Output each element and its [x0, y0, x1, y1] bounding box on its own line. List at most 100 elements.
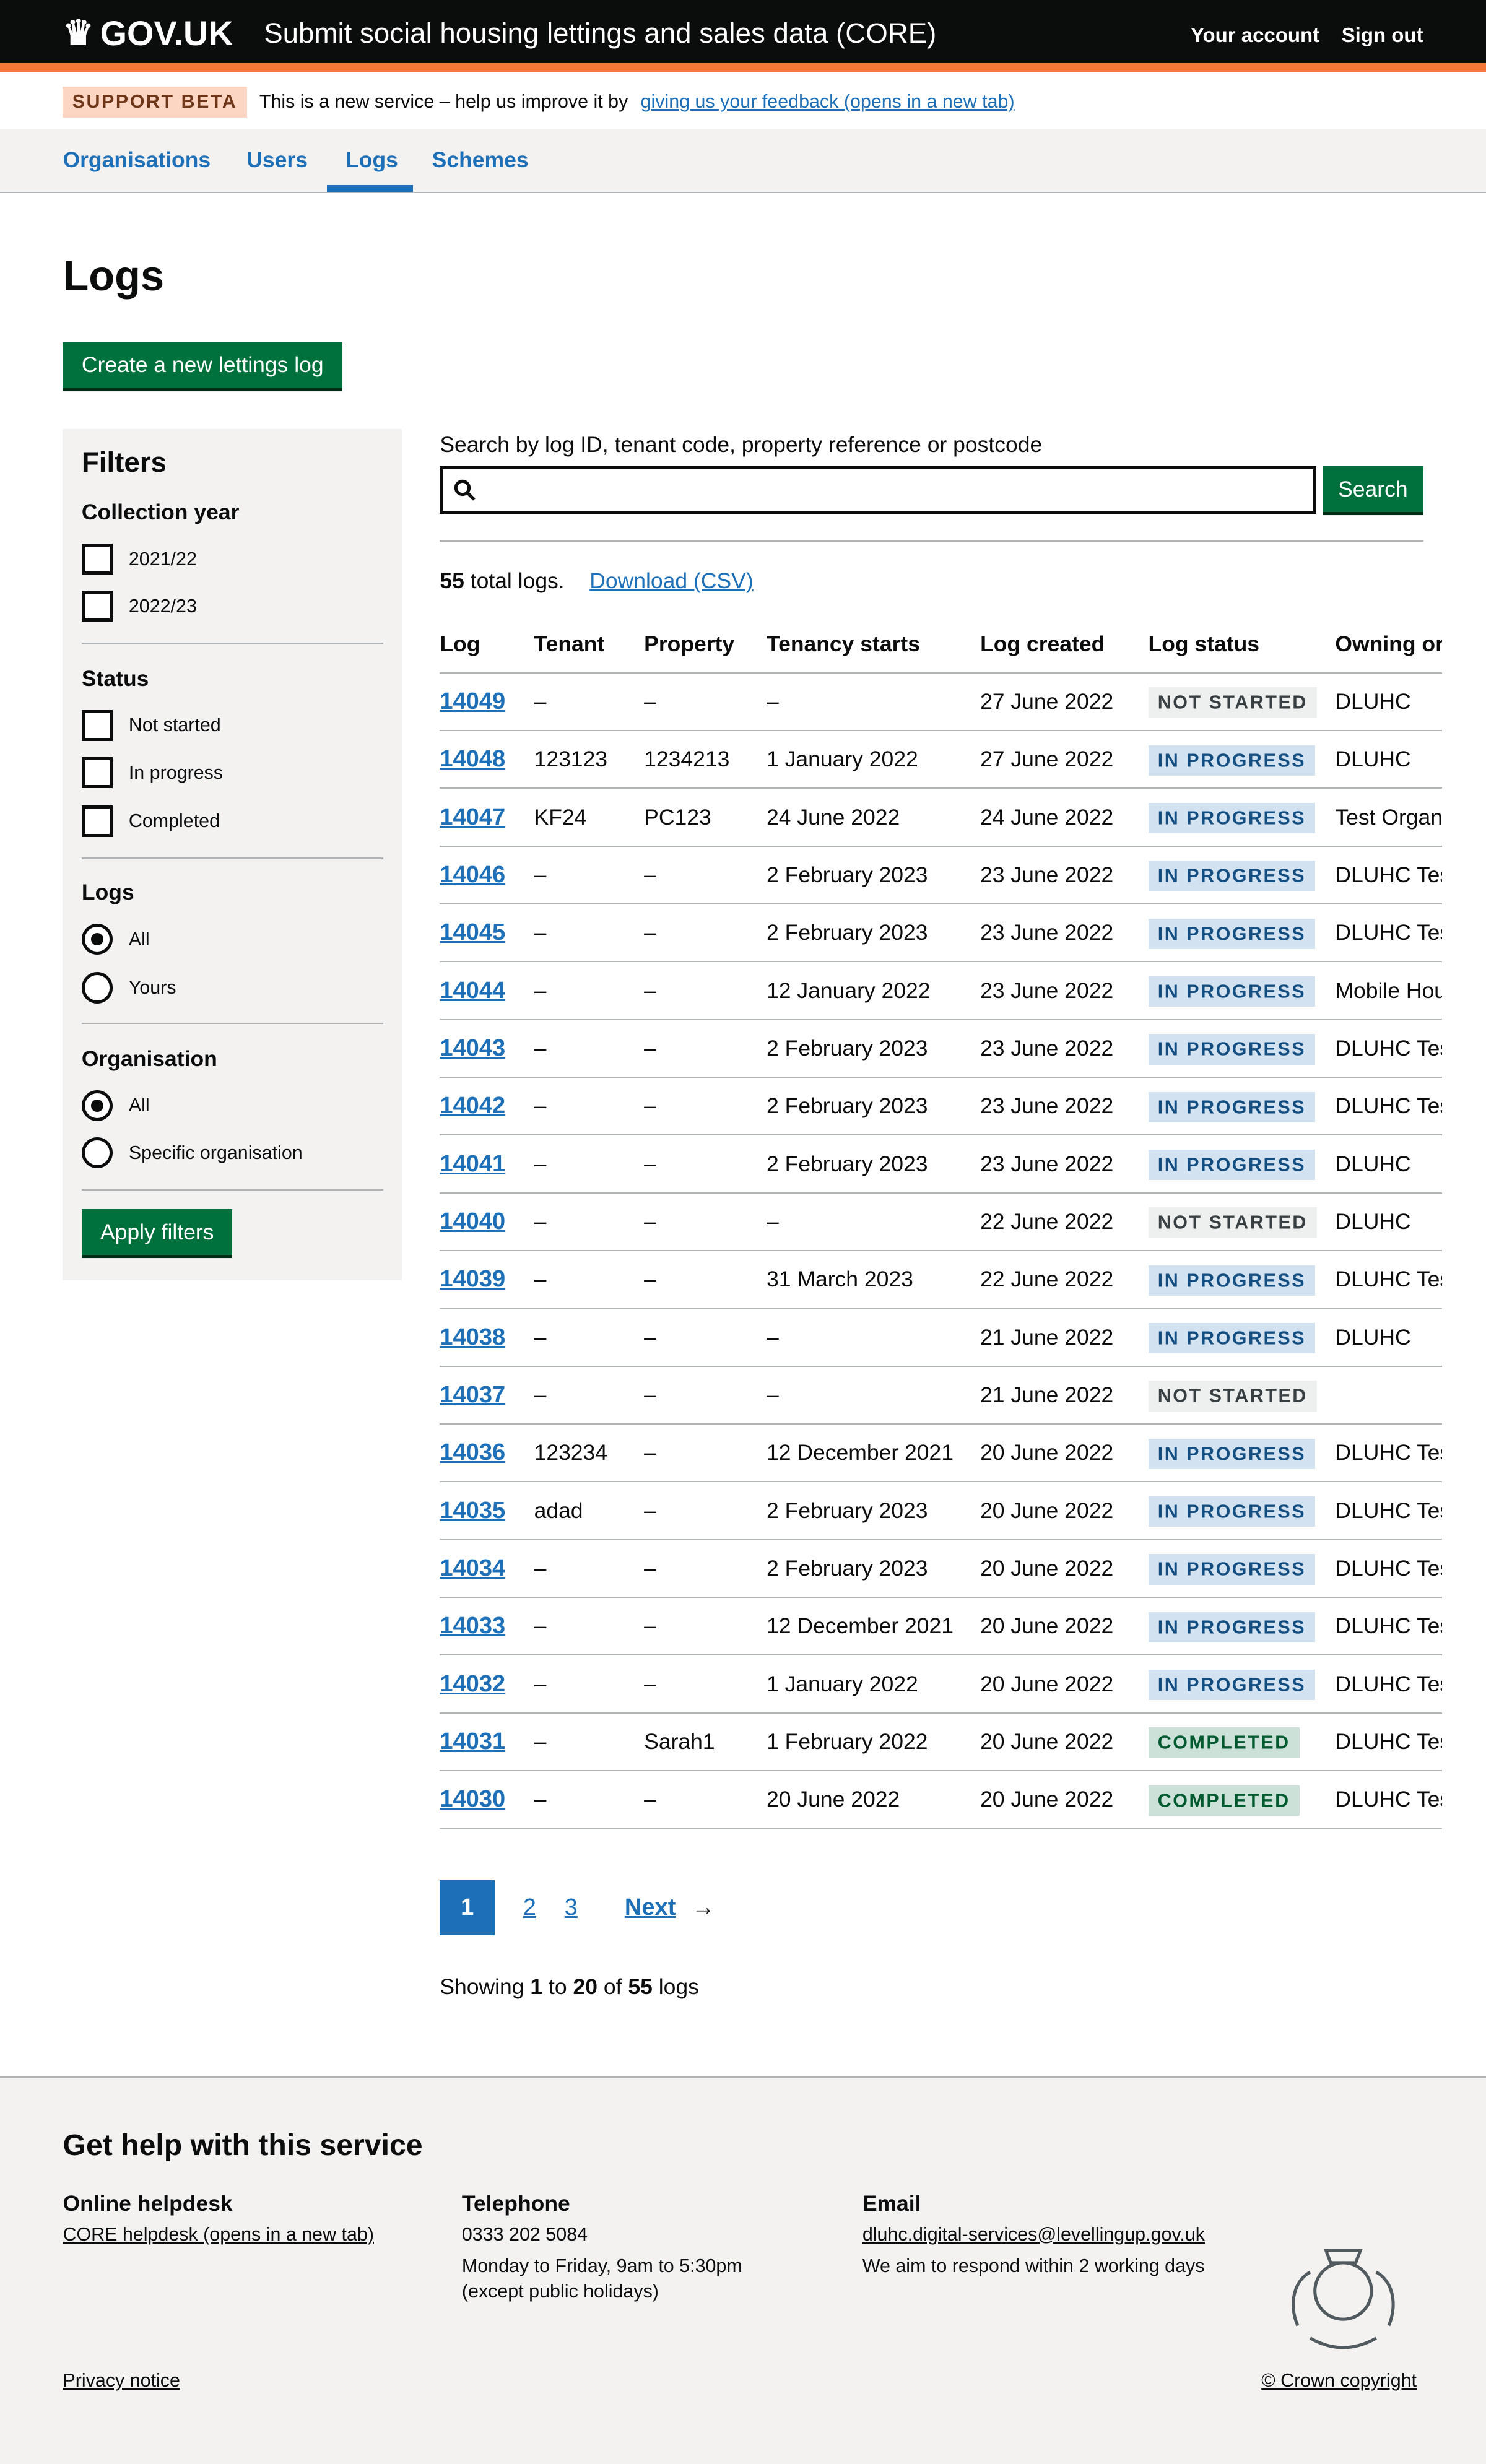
table-cell: –	[534, 1597, 645, 1656]
crown-copyright-link[interactable]: © Crown copyright	[1261, 2369, 1417, 2391]
log-id-link[interactable]: 14038	[440, 1324, 506, 1350]
service-name[interactable]: Submit social housing lettings and sales…	[264, 17, 937, 49]
table-cell: 14043	[440, 1019, 534, 1078]
table-cell: DLUHC Tes	[1335, 1251, 1442, 1309]
table-cell: 23 June 2022	[980, 961, 1149, 1020]
page-3-link[interactable]: 3	[564, 1894, 578, 1920]
page-1-current[interactable]: 1	[440, 1880, 495, 1935]
status-badge: IN PROGRESS	[1148, 803, 1316, 834]
privacy-notice-link[interactable]: Privacy notice	[63, 2369, 180, 2391]
search-input[interactable]	[440, 466, 1316, 514]
organisation-label: Organisation	[81, 1046, 217, 1071]
header: ♛ GOV.UK Submit social housing lettings …	[0, 0, 1486, 63]
table-cell: 21 June 2022	[980, 1366, 1149, 1425]
log-id-link[interactable]: 14036	[440, 1439, 506, 1466]
create-lettings-log-button[interactable]: Create a new lettings log	[63, 342, 343, 388]
table-cell: 14040	[440, 1192, 534, 1252]
table-cell: IN PROGRESS	[1148, 1424, 1336, 1483]
radio-logs-yours[interactable]: Yours	[81, 972, 176, 1004]
log-id-link[interactable]: 14034	[440, 1555, 506, 1581]
checkbox-completed[interactable]: Completed	[81, 805, 220, 838]
table-row: 14037– – –21 June 2022 NOT STARTED	[440, 1366, 1442, 1425]
helpdesk-link[interactable]: CORE helpdesk (opens in a new tab)	[63, 2224, 374, 2245]
table-cell: –	[644, 1135, 767, 1194]
table-cell: –	[534, 1655, 645, 1714]
search-button[interactable]: Search	[1323, 466, 1423, 513]
table-cell: NOT STARTED	[1148, 1366, 1336, 1425]
checkbox-2021-22[interactable]: 2021/22	[81, 543, 197, 575]
nav-schemes[interactable]: Schemes	[432, 147, 529, 173]
email-link[interactable]: dluhc.digital-services@levellingup.gov.u…	[862, 2224, 1205, 2245]
log-id-link[interactable]: 14030	[440, 1786, 506, 1813]
table-cell: 23 June 2022	[980, 846, 1149, 905]
log-id-link[interactable]: 14033	[440, 1613, 506, 1639]
table-cell: 123234	[534, 1424, 645, 1483]
log-id-link[interactable]: 14046	[440, 861, 506, 888]
govuk-logo[interactable]: ♛ GOV.UK	[63, 13, 233, 53]
status-badge: IN PROGRESS	[1148, 1669, 1316, 1701]
table-cell: 2 February 2023	[767, 1481, 981, 1540]
status-badge: IN PROGRESS	[1148, 1554, 1316, 1585]
log-id-link[interactable]: 14031	[440, 1728, 506, 1755]
status-badge: IN PROGRESS	[1148, 918, 1316, 949]
column-header: Tenancy starts	[767, 615, 981, 674]
log-id-link[interactable]: 14045	[440, 919, 506, 946]
banner-text: This is a new service – help us improve …	[259, 91, 628, 113]
log-id-link[interactable]: 14042	[440, 1093, 506, 1119]
feedback-link[interactable]: giving us your feedback (opens in a new …	[640, 91, 1015, 113]
log-id-link[interactable]: 14041	[440, 1150, 506, 1177]
telephone-section: Telephone 0333 202 5084 Monday to Friday, …	[461, 2190, 742, 2302]
checkbox-2022-23[interactable]: 2022/23	[81, 590, 197, 622]
email-section: Email dluhc.digital-services@levellingup.…	[862, 2190, 1205, 2277]
nav-organisations[interactable]: Organisations	[63, 147, 211, 173]
checkbox-not-started[interactable]: Not started	[81, 709, 221, 742]
table-cell: DLUHC Tes	[1335, 1597, 1442, 1656]
table-cell: –	[767, 1366, 981, 1425]
your-account-link[interactable]: Your account	[1190, 24, 1320, 47]
log-id-link[interactable]: 14049	[440, 688, 506, 714]
log-id-link[interactable]: 14048	[440, 746, 506, 773]
radio-org-specific[interactable]: Specific organisation	[81, 1137, 303, 1169]
table-cell: IN PROGRESS	[1148, 1539, 1336, 1599]
download-csv-link[interactable]: Download (CSV)	[589, 568, 754, 594]
log-id-link[interactable]: 14037	[440, 1381, 506, 1408]
log-id-link[interactable]: 14039	[440, 1266, 506, 1293]
log-id-link[interactable]: 14035	[440, 1497, 506, 1524]
status-badge: IN PROGRESS	[1148, 1265, 1316, 1296]
radio-org-all[interactable]: All	[81, 1090, 150, 1122]
table-cell: –	[534, 672, 645, 732]
nav-logs[interactable]: Logs	[345, 147, 398, 173]
table-row: 14040– – –22 June 2022 NOT STARTED DLUHC	[440, 1192, 1442, 1252]
page-2-link[interactable]: 2	[523, 1894, 536, 1920]
status-badge: NOT STARTED	[1148, 1207, 1318, 1238]
table-cell: DLUHC Tes	[1335, 1655, 1442, 1714]
status-badge: IN PROGRESS	[1148, 1150, 1316, 1181]
table-cell: DLUHC Tes	[1335, 1077, 1442, 1136]
radio-logs-all[interactable]: All	[81, 923, 150, 955]
checkbox-in-progress[interactable]: In progress	[81, 757, 223, 789]
log-id-link[interactable]: 14044	[440, 977, 506, 1004]
table-cell: 2 February 2023	[767, 1539, 981, 1599]
table-cell: –	[534, 1539, 645, 1599]
table-cell: 14049	[440, 672, 534, 732]
status-badge: NOT STARTED	[1148, 1381, 1318, 1412]
table-cell: 20 June 2022	[980, 1712, 1149, 1772]
table-cell: DLUHC Tes	[1335, 846, 1442, 905]
nav-users[interactable]: Users	[246, 147, 308, 173]
table-cell: DLUHC Tes	[1335, 904, 1442, 963]
log-id-link[interactable]: 14032	[440, 1670, 506, 1697]
log-id-link[interactable]: 14040	[440, 1208, 506, 1234]
table-row: 14039– –31 March 2023 22 June 2022 IN PROGR…	[440, 1251, 1442, 1309]
status-badge: NOT STARTED	[1148, 687, 1318, 718]
table-cell: –	[534, 904, 645, 963]
next-page-link[interactable]: Next	[624, 1894, 676, 1920]
table-cell: –	[534, 1135, 645, 1194]
apply-filters-button[interactable]: Apply filters	[81, 1209, 233, 1256]
log-id-link[interactable]: 14047	[440, 804, 506, 830]
table-cell: Sarah1	[644, 1712, 767, 1772]
table-row: 14043– –2 February 2023 23 June 2022 IN PRO…	[440, 1019, 1442, 1078]
log-id-link[interactable]: 14043	[440, 1035, 506, 1061]
sign-out-link[interactable]: Sign out	[1341, 24, 1423, 47]
table-cell: KF24	[534, 788, 645, 847]
table-cell: COMPLETED	[1148, 1771, 1336, 1829]
